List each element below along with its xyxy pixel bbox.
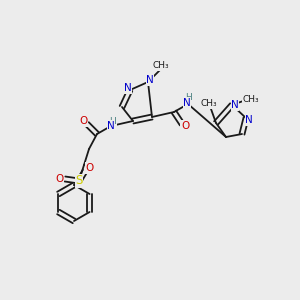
Text: S: S (75, 175, 83, 188)
Text: N: N (146, 75, 154, 85)
Text: N: N (107, 121, 115, 131)
Text: CH₃: CH₃ (243, 95, 259, 104)
Text: O: O (86, 163, 94, 173)
Text: H: H (186, 94, 192, 103)
Text: N: N (231, 100, 239, 110)
Text: CH₃: CH₃ (153, 61, 169, 70)
Text: O: O (181, 121, 189, 131)
Text: N: N (124, 83, 132, 93)
Text: O: O (79, 116, 87, 126)
Text: N: N (245, 115, 253, 125)
Text: H: H (110, 116, 116, 125)
Text: N: N (183, 98, 191, 108)
Text: O: O (55, 174, 63, 184)
Text: CH₃: CH₃ (201, 100, 217, 109)
